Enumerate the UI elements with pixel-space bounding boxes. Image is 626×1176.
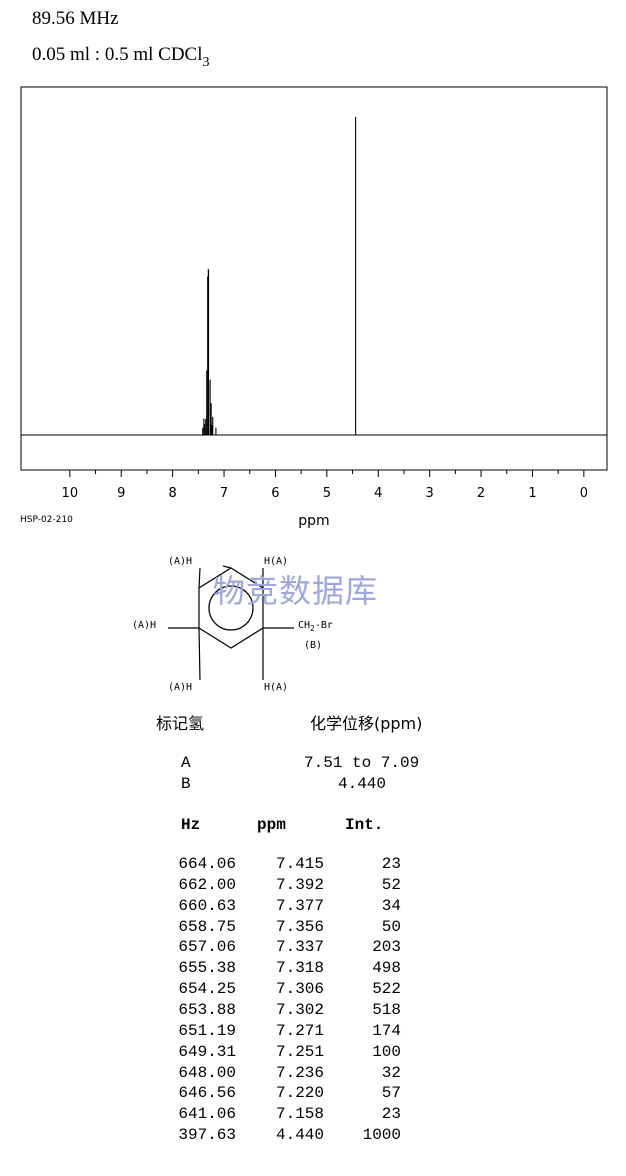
ch2br-ch: CH — [298, 620, 310, 631]
peak-hz: 641.06 — [178, 1105, 236, 1124]
peak-hz: 664.06 — [178, 855, 236, 873]
peak-ppm: 4.440 — [275, 1126, 324, 1145]
peak-int: 50 — [381, 917, 401, 936]
nmr-spectrum-chart: 10 9 8 7 6 5 4 3 2 1 0 ppm — [20, 86, 608, 529]
assignment-shift-b: 4.440 — [338, 775, 387, 793]
peak-int: 1000 — [362, 1126, 401, 1145]
watermark: 物竞数据库 — [213, 572, 379, 610]
peak-int: 522 — [372, 980, 401, 999]
x-tick-label: 8 — [168, 486, 176, 501]
peak-ppm: 7.415 — [275, 855, 324, 873]
peak-int: 23 — [381, 1105, 401, 1124]
peak-ppm: 7.337 — [275, 938, 324, 957]
spectrum-peaks — [21, 117, 607, 436]
x-tick-label: 4 — [374, 486, 382, 501]
peak-ppm: 7.392 — [275, 875, 324, 894]
peak-int: 57 — [381, 1084, 401, 1103]
peak-int: 518 — [372, 1000, 401, 1019]
solvent-info: 0.05 ml : 0.5 ml CDCl3 — [32, 44, 210, 71]
h-label-bottom-right: H(A) — [264, 682, 288, 693]
x-tick-label: 3 — [426, 486, 434, 501]
peak-int: 52 — [381, 875, 401, 894]
x-tick-label: 7 — [220, 486, 228, 501]
peak-ppm: 7.306 — [275, 980, 324, 999]
figure-code: HSP-02-210 — [20, 515, 73, 525]
peak-header-int: Int. — [345, 816, 384, 834]
peak-ppm: 7.377 — [275, 896, 324, 915]
peak-hz: 654.25 — [178, 980, 236, 999]
x-tick-label: 9 — [117, 486, 125, 501]
peak-int: 203 — [372, 938, 401, 957]
ch2br-tail: -Br — [315, 620, 333, 631]
h-label-top-right: H(A) — [264, 556, 288, 567]
x-axis-ticks: 10 9 8 7 6 5 4 3 2 1 0 — [62, 470, 588, 501]
peak-ppm: 7.356 — [275, 917, 324, 936]
peak-hz: 397.63 — [178, 1126, 236, 1145]
peak-header-ppm: ppm — [257, 816, 286, 834]
peak-hz: 646.56 — [178, 1084, 236, 1103]
peak-int: 34 — [381, 896, 401, 915]
benzyl-bromide-structure: (A)H H(A) (A)H CH2-Br (B) (A)H H(A) — [132, 556, 333, 693]
x-tick-label: 1 — [528, 486, 536, 501]
plot-frame — [20, 86, 608, 471]
peak-hz: 657.06 — [178, 938, 236, 957]
assignment-label-header: 标记氢 — [156, 714, 205, 733]
ch2br-group: CH2-Br — [298, 620, 333, 633]
ch2br-sub: 2 — [310, 624, 315, 633]
h-label-top-left: (A)H — [168, 556, 192, 567]
peak-hz: 651.19 — [178, 1021, 236, 1040]
peak-int: 100 — [372, 1042, 401, 1061]
peak-hz: 653.88 — [178, 1000, 236, 1019]
bond-ring-lower-left — [198, 627, 201, 681]
peak-hz: 649.31 — [178, 1042, 236, 1061]
aromatic-circle — [208, 585, 254, 631]
x-tick-label: 5 — [323, 486, 331, 501]
x-tick-label: 10 — [62, 486, 79, 501]
peak-ppm: 7.271 — [275, 1021, 324, 1040]
peak-int: 32 — [381, 1063, 401, 1082]
x-tick-label: 2 — [477, 486, 485, 501]
h-label-b: (B) — [304, 640, 322, 651]
x-axis-label: ppm — [298, 513, 329, 529]
peak-ppm: 7.236 — [275, 1063, 324, 1082]
peak-ppm: 7.318 — [275, 959, 324, 978]
peak-header-hz: Hz — [181, 816, 201, 834]
peak-ppm: 7.158 — [275, 1105, 324, 1124]
spectrometer-frequency: 89.56 MHz — [32, 8, 119, 29]
peak-ppm: 7.302 — [275, 1000, 324, 1019]
assignment-shift-a: 7.51 to 7.09 — [304, 754, 420, 772]
peak-hz: 660.63 — [178, 896, 236, 915]
peak-int: 23 — [381, 855, 401, 873]
assignment-label-b: B — [181, 775, 191, 793]
x-tick-label: 6 — [271, 486, 279, 501]
peak-ppm: 7.220 — [275, 1084, 324, 1103]
peak-int: 498 — [372, 959, 401, 978]
peak-hz: 658.75 — [178, 917, 236, 936]
peak-ppm: 7.251 — [275, 1042, 324, 1061]
bond-top-left — [222, 565, 232, 569]
peak-hz: 648.00 — [178, 1063, 236, 1082]
assignment-shift-header: 化学位移(ppm) — [310, 714, 423, 733]
peak-hz: 655.38 — [178, 959, 236, 978]
solvent-subscript: 3 — [202, 55, 210, 70]
solvent-text: 0.05 ml : 0.5 ml CDCl — [32, 44, 203, 65]
bond-ring-upper-left — [198, 567, 201, 589]
peak-int: 174 — [372, 1021, 401, 1040]
h-label-bottom-left: (A)H — [168, 682, 192, 693]
x-tick-label: 0 — [580, 486, 588, 501]
h-label-left: (A)H — [132, 620, 156, 631]
assignment-label-a: A — [181, 754, 191, 772]
peak-hz: 662.00 — [178, 875, 236, 894]
